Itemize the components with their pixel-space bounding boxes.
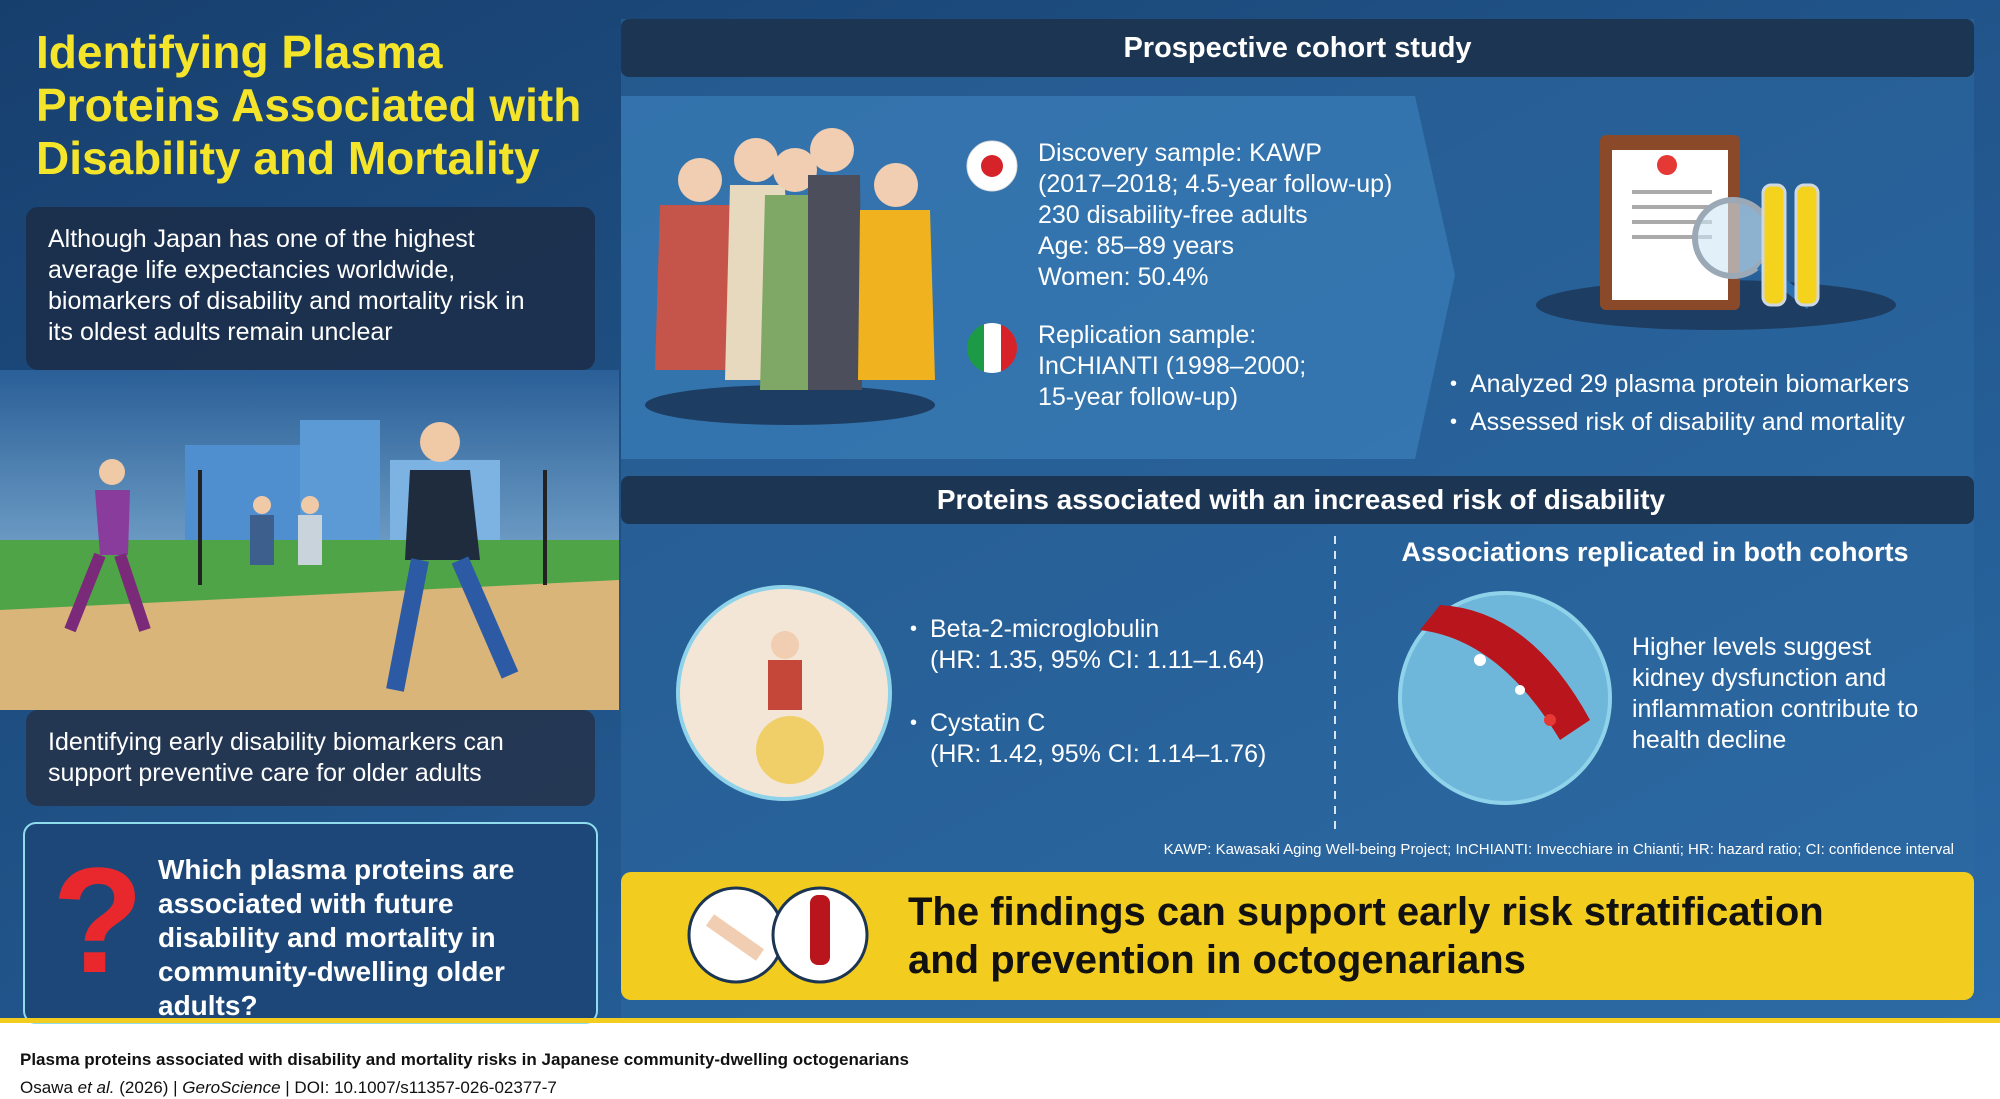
rationale-text: Identifying early disability biomarkers … [48,728,504,787]
discovery-line: Age: 85–89 years [1038,232,1234,260]
question-text: Which plasma proteins are associated wit… [158,854,515,1021]
conclusion: The findings can support early risk stra… [908,890,1824,982]
protein-list: Beta-2-microglobulin (HR: 1.35, 95% CI: … [910,614,1266,770]
footer-year: (2026) | [119,1078,178,1097]
replicated-text: Higher levels suggest kidney dysfunction… [1632,633,1919,754]
replication-line: Replication sample: [1038,321,1257,349]
results-header: Proteins associated with an increased ri… [936,484,1666,515]
discovery-line: Discovery sample: KAWP [1038,139,1322,167]
discovery-line: Women: 50.4% [1038,263,1209,291]
methods-list: Analyzed 29 plasma protein biomarkers As… [1450,365,1909,441]
protein-stats: (HR: 1.42, 95% CI: 1.14–1.76) [930,740,1267,768]
title: Identifying Plasma Proteins Associated w… [36,26,582,184]
footer-authors: Osawa [20,1078,73,1097]
protein-name: Beta-2-microglobulin [910,614,1266,645]
method-item: Analyzed 29 plasma protein biomarkers [1450,365,1909,403]
replicated-header: Associations replicated in both cohorts [1401,537,1909,567]
protein-stats: (HR: 1.35, 95% CI: 1.11–1.64) [930,646,1265,674]
discovery-line: 230 disability-free adults [1038,201,1308,229]
background-text: Although Japan has one of the highest av… [48,225,525,346]
replication-line: 15-year follow-up) [1038,383,1239,411]
footer-doi: | DOI: 10.1007/s11357-026-02377-7 [285,1078,557,1097]
question-mark: ? [52,836,144,1004]
protein-name: Cystatin C [910,708,1266,739]
footer-title: Plasma proteins associated with disabili… [20,1050,909,1069]
footer-citation: Osawa et al. (2026) | GeroScience | DOI:… [20,1078,557,1098]
study-header: Prospective cohort study [1123,32,1472,64]
footer-etal: et al. [77,1078,115,1097]
replication-line: InCHIANTI (1998–2000; [1038,352,1307,380]
abbreviations: KAWP: Kawasaki Aging Well-being Project;… [1163,841,1954,858]
method-item: Assessed risk of disability and mortalit… [1450,403,1909,441]
footer-journal: GeroScience [182,1078,281,1097]
replication-block: Replication sample: InCHIANTI (1998–2000… [1038,320,1306,413]
discovery-line: (2017–2018; 4.5-year follow-up) [1038,170,1393,198]
discovery-block: Discovery sample: KAWP (2017–2018; 4.5-y… [1038,138,1392,293]
